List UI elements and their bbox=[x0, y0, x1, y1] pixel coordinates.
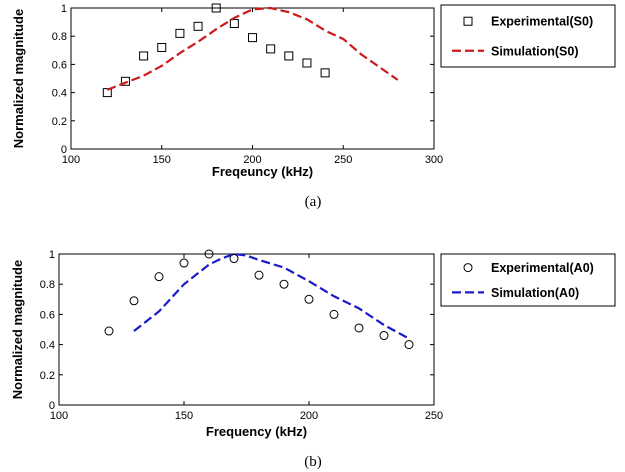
data-point bbox=[157, 42, 167, 52]
legend: Experimental(S0) Simulation(S0) bbox=[440, 4, 616, 68]
data-point bbox=[179, 258, 189, 268]
x-axis-label: Freqeuncy (kHz) bbox=[212, 164, 313, 179]
y-tick-label: 1 bbox=[49, 249, 55, 261]
x-tick-label: 200 bbox=[300, 410, 318, 422]
x-tick-label: 250 bbox=[425, 410, 443, 422]
y-tick-label: 0 bbox=[49, 400, 55, 412]
chart-b: 100 150 200 250 0 0.2 0.4 0.6 0.8 1 Frequency (kHz… bbox=[10, 249, 616, 470]
y-tick-label: 0.6 bbox=[40, 309, 55, 321]
data-point bbox=[284, 51, 294, 61]
data-point bbox=[104, 326, 114, 336]
figure-caption: (b) bbox=[304, 454, 322, 470]
y-tick-label: 0.2 bbox=[52, 116, 67, 128]
series-experimental-a0- bbox=[104, 249, 414, 350]
legend-label: Simulation(A0) bbox=[491, 286, 579, 300]
legend-square-swatch bbox=[463, 16, 473, 26]
x-tick-label: 150 bbox=[175, 410, 193, 422]
y-tick-label: 0.2 bbox=[40, 370, 55, 382]
data-point bbox=[204, 249, 214, 259]
series-simulation-s0- bbox=[106, 6, 399, 91]
legend-label: Experimental(A0) bbox=[491, 261, 594, 275]
data-point bbox=[154, 272, 164, 282]
data-point bbox=[229, 254, 239, 264]
data-point bbox=[254, 270, 264, 280]
plot-area bbox=[58, 253, 435, 406]
data-point bbox=[248, 33, 257, 43]
x-tick-label: 100 bbox=[50, 410, 68, 422]
x-tick-label: 200 bbox=[243, 154, 261, 166]
data-point bbox=[404, 340, 414, 350]
legend-label: Simulation(S0) bbox=[491, 44, 579, 58]
legend-box bbox=[440, 4, 616, 68]
legend-box bbox=[440, 253, 616, 307]
data-point bbox=[302, 58, 312, 68]
y-tick-label: 0.8 bbox=[40, 279, 55, 291]
data-point bbox=[175, 28, 185, 38]
x-tick-label: 100 bbox=[62, 154, 80, 166]
series-line bbox=[106, 6, 399, 91]
y-tick-label: 0.6 bbox=[52, 59, 67, 71]
data-point bbox=[139, 51, 149, 61]
data-point bbox=[102, 88, 112, 98]
data-point bbox=[120, 76, 130, 86]
data-point bbox=[354, 323, 364, 333]
series-line bbox=[133, 252, 410, 340]
data-point bbox=[229, 19, 239, 29]
data-point bbox=[320, 68, 330, 78]
legend-label: Experimental(S0) bbox=[491, 15, 593, 29]
x-tick-label: 250 bbox=[334, 154, 352, 166]
x-tick-label: 300 bbox=[425, 154, 443, 166]
plot-area bbox=[70, 7, 435, 150]
y-tick-label: 0.4 bbox=[40, 340, 55, 352]
data-point bbox=[279, 279, 289, 289]
legend-circle-swatch bbox=[463, 263, 473, 273]
y-tick-label: 1 bbox=[61, 3, 67, 15]
data-point bbox=[266, 44, 276, 54]
series-experimental-s0- bbox=[102, 3, 330, 98]
data-point bbox=[211, 3, 221, 13]
data-point bbox=[329, 309, 339, 319]
data-point bbox=[379, 331, 389, 341]
y-tick-label: 0.4 bbox=[52, 88, 67, 100]
chart-a: 100 150 200 250 300 0 0.2 0.4 0.6 0.8 1 Freqeuncy (… bbox=[11, 3, 616, 210]
y-axis-label: Normalized magnitude bbox=[11, 9, 26, 148]
data-point bbox=[304, 294, 314, 304]
y-tick-label: 0.8 bbox=[52, 31, 67, 43]
data-point bbox=[193, 21, 203, 31]
x-tick-label: 150 bbox=[153, 154, 171, 166]
x-axis-label: Frequency (kHz) bbox=[206, 424, 307, 439]
legend: Experimental(A0) Simulation(A0) bbox=[440, 253, 616, 307]
y-tick-label: 0 bbox=[61, 144, 67, 156]
figure-caption: (a) bbox=[305, 194, 322, 210]
series-simulation-a0- bbox=[133, 252, 410, 340]
y-axis-label: Normalized magnitude bbox=[10, 260, 25, 399]
data-point bbox=[129, 296, 139, 306]
